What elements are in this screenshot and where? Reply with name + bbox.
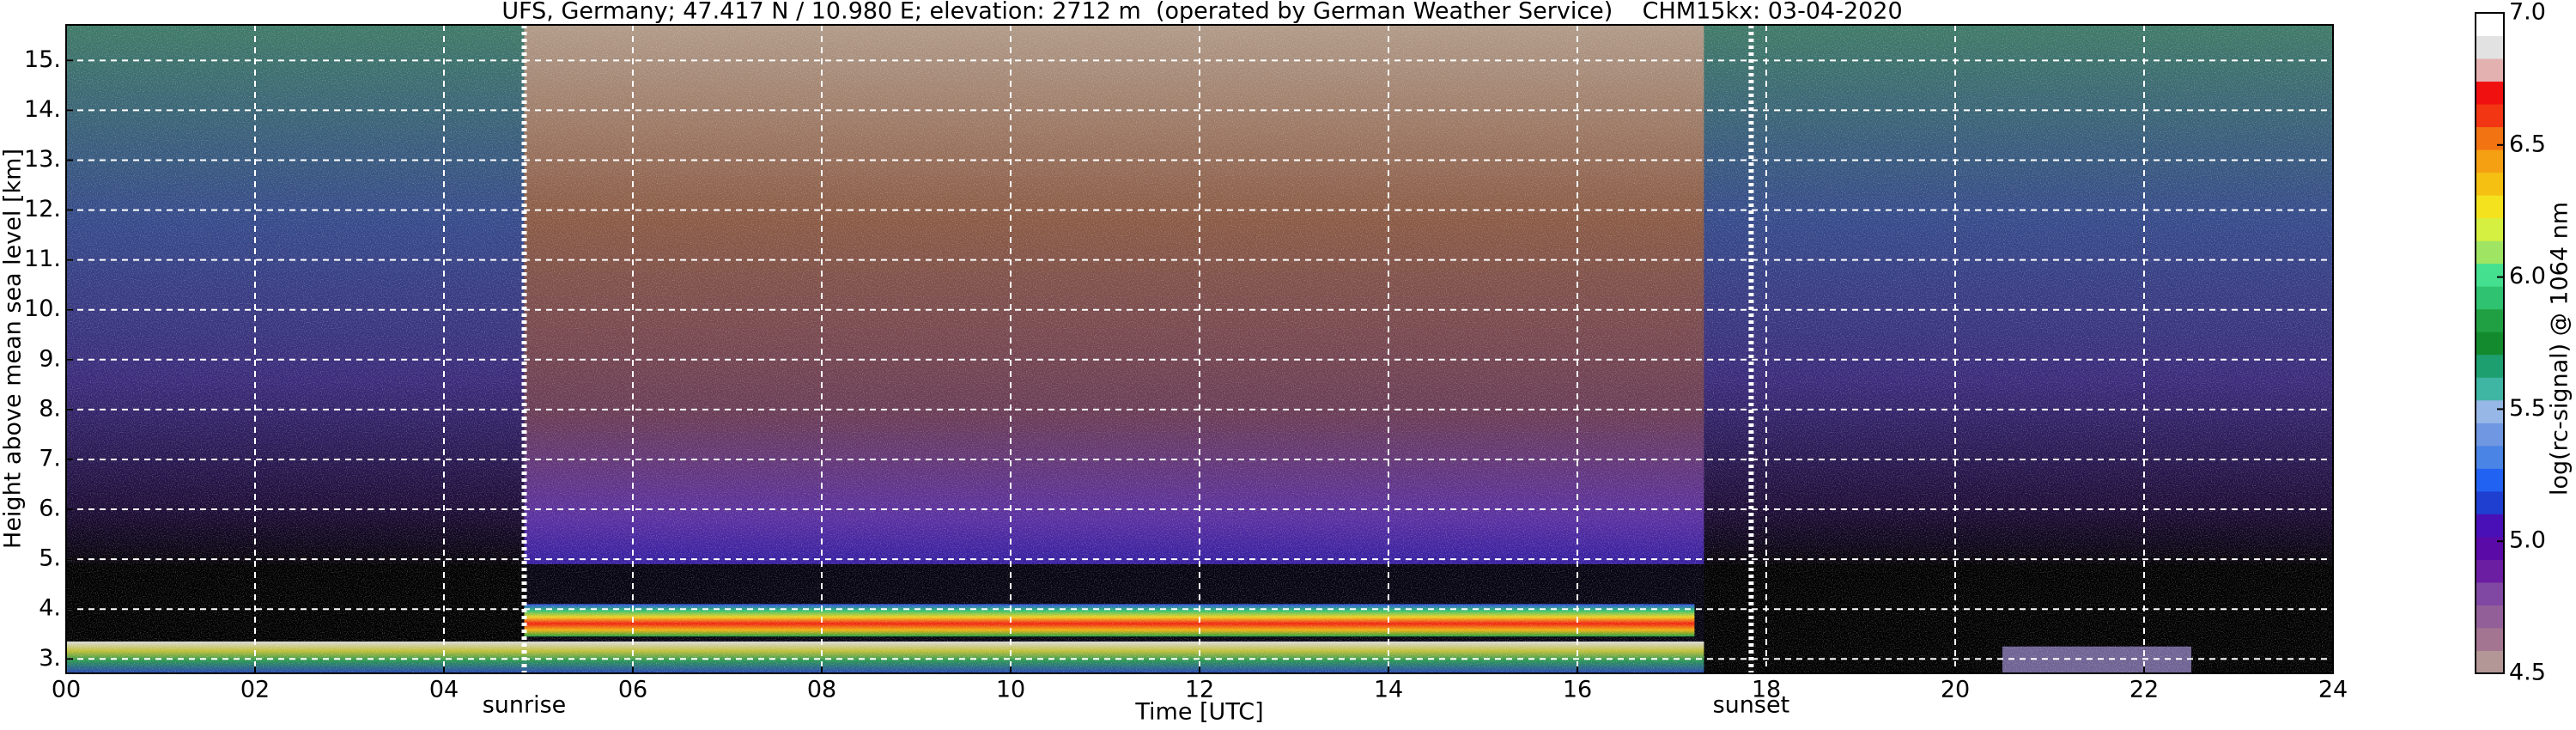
colorbar-segment	[2476, 468, 2504, 492]
colorbar-segment	[2476, 605, 2504, 629]
x-axis-label: Time [UTC]	[1134, 699, 1263, 726]
colorbar-tick-label: 6.0	[2509, 263, 2546, 289]
x-tick-label: 16	[1563, 677, 1592, 703]
colorbar-segment	[2476, 240, 2504, 265]
x-tick-label: 20	[1941, 677, 1970, 703]
y-tick-label: 12.	[24, 196, 61, 222]
colorbar-segment	[2476, 514, 2504, 538]
y-tick-label: 14.	[24, 96, 61, 123]
colorbar-frame	[2475, 12, 2505, 674]
annotation-label: sunrise	[483, 692, 567, 719]
x-tick-label: 22	[2129, 677, 2159, 703]
colorbar-segment	[2476, 172, 2504, 196]
colorbar-segment	[2476, 536, 2504, 560]
x-tick-label: 10	[996, 677, 1025, 703]
colorbar-segment	[2476, 13, 2504, 37]
y-tick-label: 13.	[24, 146, 61, 173]
colorbar-label: log(rc-signal) @ 1064 nm	[2547, 202, 2573, 496]
colorbar-tick-label: 7.0	[2509, 0, 2546, 26]
y-axis-label: Height above mean sea level [km]	[0, 149, 27, 549]
colorbar-segment	[2476, 263, 2504, 287]
x-tick-label: 12	[1185, 677, 1214, 703]
y-tick-label: 6.	[39, 496, 61, 522]
x-tick-label: 18	[1752, 677, 1781, 703]
colorbar-segment	[2476, 217, 2504, 241]
y-tick-label: 4.	[39, 595, 61, 622]
x-tick-label: 14	[1374, 677, 1403, 703]
y-tick-label: 11.	[24, 246, 61, 272]
colorbar-segment	[2476, 104, 2504, 128]
colorbar-segment	[2476, 423, 2504, 447]
colorbar-segment	[2476, 308, 2504, 332]
colorbar-segment	[2476, 650, 2504, 674]
colorbar-segment	[2476, 81, 2504, 105]
y-tick-label: 9.	[39, 345, 61, 372]
colorbar-segment	[2476, 490, 2504, 514]
colorbar-segment	[2476, 58, 2504, 82]
colorbar-segment	[2476, 377, 2504, 401]
colorbar-tick-label: 5.0	[2509, 527, 2546, 554]
colorbar-segment	[2476, 581, 2504, 605]
x-tick-label: 02	[240, 677, 270, 703]
colorbar-segment	[2476, 35, 2504, 59]
y-tick-label: 7.	[39, 445, 61, 471]
x-tick-label: 00	[52, 677, 81, 703]
colorbar-segment	[2476, 559, 2504, 583]
colorbar-tick-label: 5.5	[2509, 395, 2546, 422]
y-tick-label: 10.	[24, 295, 61, 322]
colorbar-segment	[2476, 627, 2504, 651]
colorbar-tick-label: 6.5	[2509, 131, 2546, 157]
y-tick-label: 3.	[39, 645, 61, 672]
colorbar-segment	[2476, 126, 2504, 150]
colorbar-segment	[2476, 195, 2504, 219]
annotation-label: sunset	[1713, 692, 1790, 719]
x-tick-label: 08	[807, 677, 836, 703]
colorbar-segment	[2476, 445, 2504, 469]
y-tick-label: 5.	[39, 545, 61, 572]
y-tick-label: 15.	[24, 46, 61, 73]
colorbar-segment	[2476, 286, 2504, 310]
colorbar-tick-label: 4.5	[2509, 660, 2546, 686]
y-tick-label: 8.	[39, 395, 61, 422]
colorbar-segment	[2476, 149, 2504, 173]
chart-title: UFS, Germany; 47.417 N / 10.980 E; eleva…	[501, 0, 1902, 25]
colorbar-segment	[2476, 354, 2504, 378]
colorbar-segment	[2476, 399, 2504, 423]
x-tick-label: 24	[2318, 677, 2348, 703]
x-tick-label: 06	[618, 677, 647, 703]
colorbar-segment	[2476, 332, 2504, 356]
x-tick-label: 04	[429, 677, 459, 703]
